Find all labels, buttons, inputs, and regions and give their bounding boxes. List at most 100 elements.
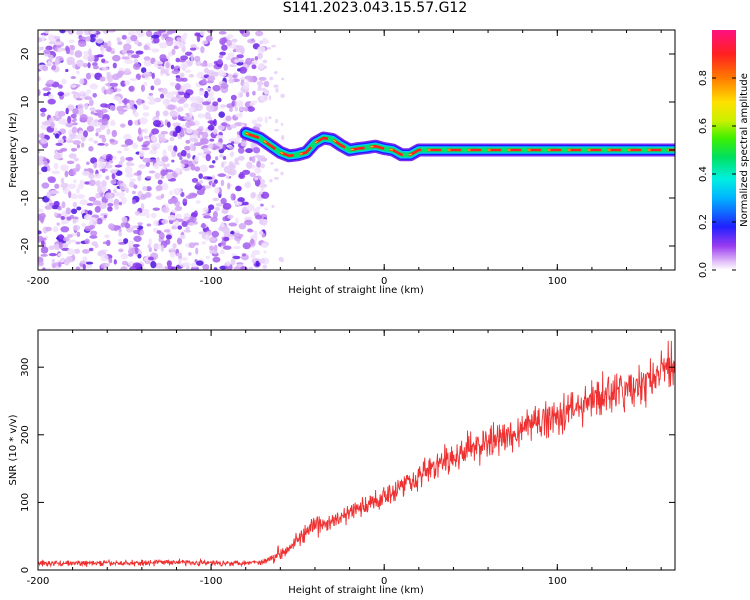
noise-speckle-dot (189, 47, 197, 51)
noise-speckle-dot (70, 52, 74, 56)
noise-speckle-dot (210, 216, 218, 223)
noise-speckle-dot (180, 55, 189, 61)
noise-speckle-dot (246, 203, 255, 212)
noise-speckle-dot (242, 242, 251, 250)
noise-speckle-dot (116, 105, 123, 111)
noise-speckle-dot (170, 196, 178, 204)
noise-speckle-dot (78, 36, 87, 41)
noise-speckle-dot (73, 179, 77, 184)
noise-speckle-dot (67, 183, 77, 190)
noise-speckle-dot (208, 143, 214, 149)
noise-speckle-dot (150, 85, 155, 91)
noise-speckle-dot (102, 42, 108, 49)
noise-speckle-dot (136, 98, 142, 106)
noise-speckle-dot (70, 147, 78, 152)
noise-speckle-dot (235, 48, 245, 53)
noise-speckle-dot (42, 267, 46, 270)
noise-speckle-dot (162, 110, 169, 117)
noise-speckle-dot (180, 62, 189, 69)
noise-speckle-dot (89, 30, 97, 34)
x-tick-label: 100 (548, 576, 567, 587)
noise-speckle-dot (154, 172, 161, 180)
noise-speckle-dot (183, 103, 189, 108)
noise-speckle-dot (118, 201, 123, 206)
noise-speckle-dot (53, 153, 62, 160)
noise-speckle-dot (44, 205, 53, 210)
noise-speckle-dot (256, 206, 262, 210)
noise-speckle-dot (85, 35, 91, 42)
noise-speckle-dot (253, 60, 258, 65)
colorbar-tick-label: 0.0 (698, 262, 709, 278)
noise-speckle-dot (166, 173, 172, 180)
noise-speckle-dot (241, 169, 251, 175)
noise-speckle-dot (129, 99, 135, 106)
noise-speckle-dot (105, 153, 113, 161)
noise-speckle-dot (136, 170, 142, 176)
noise-speckle-dot (226, 174, 230, 179)
noise-speckle-dot (38, 150, 41, 154)
noise-speckle-dot (51, 259, 56, 263)
noise-speckle-dot (160, 130, 169, 135)
noise-speckle-dot (175, 125, 182, 134)
noise-speckle-dot (140, 67, 147, 74)
noise-speckle-dot (208, 90, 214, 98)
noise-speckle-dot (71, 122, 78, 126)
noise-speckle-dot (160, 244, 165, 252)
noise-speckle-dot (245, 91, 250, 98)
noise-speckle-dot (148, 92, 154, 96)
noise-speckle-dot (120, 144, 129, 148)
noise-speckle-dot (76, 59, 84, 67)
noise-speckle-dot (199, 30, 205, 36)
noise-speckle-dot (204, 234, 210, 241)
noise-speckle-dot (185, 112, 191, 116)
noise-speckle-dot (138, 150, 145, 157)
noise-speckle-dot (148, 170, 156, 174)
noise-speckle-dot (170, 30, 177, 34)
noise-speckle-dot (217, 124, 225, 130)
noise-speckle-dot (148, 238, 152, 246)
noise-speckle-dot (82, 62, 88, 68)
noise-speckle-dot (275, 88, 279, 93)
noise-speckle-dot (84, 238, 90, 245)
noise-speckle-dot (222, 155, 227, 160)
noise-speckle-dot (72, 108, 79, 115)
noise-speckle-dot (207, 30, 214, 34)
noise-speckle-dot (174, 220, 180, 228)
noise-speckle-dot (238, 111, 243, 118)
noise-speckle-dot (175, 57, 181, 63)
noise-speckle-dot (100, 202, 107, 209)
noise-speckle-dot (220, 179, 225, 187)
noise-speckle-dot (80, 90, 85, 95)
noise-speckle-dot (68, 133, 78, 139)
noise-speckle-dot (208, 237, 217, 241)
noise-speckle-dot (151, 72, 155, 80)
noise-speckle-dot (239, 266, 248, 270)
noise-speckle-dot (261, 243, 268, 249)
noise-speckle-dot (39, 215, 45, 222)
noise-speckle-dot (167, 104, 176, 111)
noise-speckle-dot (190, 44, 197, 48)
noise-speckle-dot (117, 96, 122, 104)
noise-speckle-dot (203, 90, 209, 99)
noise-speckle-dot (81, 170, 90, 177)
noise-speckle-dot (120, 123, 126, 128)
noise-speckle-dot (256, 80, 264, 86)
noise-speckle-dot (78, 40, 87, 47)
noise-speckle-dot (45, 267, 51, 270)
x-tick-label: -100 (200, 576, 223, 587)
noise-speckle-dot (65, 47, 71, 55)
noise-speckle-dot (254, 176, 259, 181)
noise-speckle-dot (61, 220, 65, 225)
noise-speckle-dot (84, 225, 93, 232)
noise-speckle-dot (260, 163, 265, 169)
noise-speckle-dot (138, 164, 146, 170)
noise-speckle-dot (138, 212, 148, 217)
noise-speckle-dot (125, 156, 134, 161)
noise-speckle-dot (101, 168, 106, 174)
noise-speckle-dot (183, 229, 191, 233)
noise-speckle-dot (57, 261, 62, 268)
noise-speckle-dot (134, 247, 139, 255)
noise-speckle-dot (255, 260, 260, 267)
